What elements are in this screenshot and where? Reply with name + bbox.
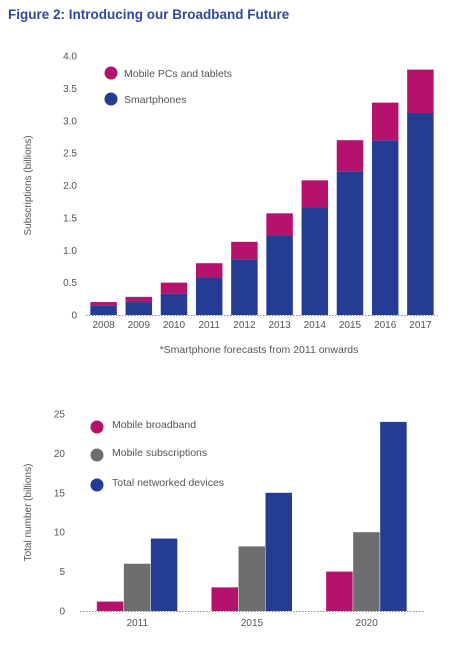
bar-mobile-broadband: [96, 601, 124, 611]
x-tick-label: 2020: [356, 618, 379, 629]
bar-mobile-pcs-and-tablets: [301, 180, 329, 208]
bar-mobile-pcs-and-tablets: [371, 102, 399, 141]
bar-smartphones: [301, 207, 329, 315]
legend-label-smartphones: Smartphones: [124, 94, 186, 106]
bar-mobile-subscriptions: [353, 532, 380, 611]
legend-marker-total-networked-devices: [90, 478, 104, 492]
x-tick-label: 2009: [128, 320, 151, 331]
legend-marker-mobile-pcs-and-tablets: [104, 66, 118, 80]
chart-footnote: *Smartphone forecasts from 2011 onwards: [160, 344, 359, 356]
y-tick-label: 1.5: [63, 213, 77, 224]
bar-smartphones: [195, 277, 223, 315]
x-tick-label: 2015: [339, 320, 362, 331]
bar-total-networked-devices: [380, 421, 407, 611]
bar-smartphones: [336, 171, 364, 315]
bar-mobile-pcs-and-tablets: [90, 302, 117, 306]
x-tick-label: 2016: [374, 320, 397, 331]
y-tick-label: 2.5: [63, 149, 77, 160]
x-tick-label: 2011: [198, 320, 220, 331]
y-tick-label: 1.0: [63, 246, 77, 257]
figure-title: Figure 2: Introducing our Broadband Futu…: [8, 7, 290, 22]
legend-marker-mobile-subscriptions: [90, 448, 104, 462]
bar-mobile-pcs-and-tablets: [231, 241, 258, 260]
legend-marker-mobile-broadband: [90, 420, 104, 434]
bar-mobile-pcs-and-tablets: [266, 213, 293, 237]
bar-smartphones: [160, 293, 188, 315]
legend-label-mobile-broadband: Mobile broadband: [112, 419, 196, 431]
y-tick-label: 4.0: [63, 52, 77, 63]
x-tick-label: 2011: [127, 618, 149, 629]
y-tick-label: 0: [71, 311, 77, 322]
y-tick-label: 15: [54, 488, 66, 499]
x-tick-label: 2010: [163, 320, 186, 331]
legend-label-mobile-pcs-and-tablets: Mobile PCs and tablets: [124, 68, 232, 80]
y-tick-label: 0: [59, 607, 65, 618]
legend-marker-smartphones: [104, 92, 118, 106]
bar-smartphones: [407, 112, 434, 315]
y-tick-label: 5: [59, 567, 65, 578]
y-tick-label: 20: [54, 449, 66, 460]
bar-mobile-pcs-and-tablets: [125, 296, 153, 303]
bar-smartphones: [371, 140, 399, 315]
bar-mobile-pcs-and-tablets: [336, 140, 364, 172]
x-tick-label: 2014: [304, 320, 327, 331]
legend-label-mobile-subscriptions: Mobile subscriptions: [112, 447, 207, 459]
x-tick-label: 2015: [241, 618, 264, 629]
bar-smartphones: [125, 302, 153, 315]
y-tick-label: 3.0: [63, 116, 77, 127]
x-tick-label: 2017: [409, 320, 432, 331]
bar-mobile-subscriptions: [123, 563, 151, 611]
x-tick-label: 2008: [92, 320, 115, 331]
bar-mobile-subscriptions: [238, 546, 265, 611]
y-tick-label: 25: [54, 410, 66, 421]
x-tick-label: 2013: [268, 320, 291, 331]
y-tick-label: 2.0: [63, 181, 77, 192]
bar-mobile-pcs-and-tablets: [195, 263, 223, 278]
y-tick-label: 10: [54, 528, 66, 539]
bar-smartphones: [90, 305, 117, 315]
y-axis-title: Total number (billions): [23, 464, 34, 562]
bar-total-networked-devices: [265, 492, 292, 611]
y-tick-label: 0.5: [63, 278, 77, 289]
bar-smartphones: [266, 236, 293, 315]
legend-label-total-networked-devices: Total networked devices: [112, 477, 224, 489]
bar-mobile-pcs-and-tablets: [407, 69, 434, 113]
x-tick-label: 2012: [233, 320, 256, 331]
bar-smartphones: [231, 259, 258, 315]
y-axis-title: Subscriptions (billions): [23, 135, 34, 235]
bar-mobile-broadband: [211, 587, 238, 611]
bar-total-networked-devices: [150, 538, 178, 611]
y-tick-label: 3.5: [63, 84, 77, 95]
bar-mobile-broadband: [326, 571, 353, 611]
bar-mobile-pcs-and-tablets: [160, 282, 188, 294]
